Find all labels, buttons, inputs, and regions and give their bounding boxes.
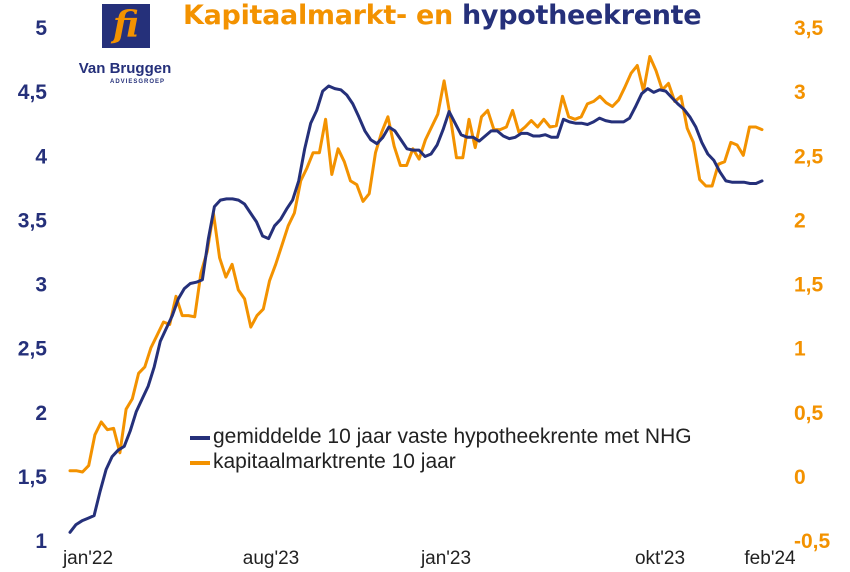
left-tick-label: 1	[35, 530, 47, 553]
legend-label-capital: kapitaalmarktrente 10 jaar	[213, 450, 456, 473]
legend-swatch-mortgage	[190, 436, 210, 440]
right-tick-label: 1	[794, 338, 806, 361]
left-tick-label: 2	[35, 402, 47, 425]
legend-item-capital: kapitaalmarktrente 10 jaar	[190, 449, 773, 474]
right-axis-ticks: -0,5 0 0,5 1 1,5 2 2,5 3 3,5	[794, 17, 831, 553]
right-tick-label: 0,5	[794, 402, 824, 425]
logo-sub: ADVIESGROEP	[110, 79, 166, 85]
chart-title: Kapitaalmarkt- en hypotheekrente	[183, 0, 702, 31]
right-tick-label: 3	[794, 81, 806, 104]
right-tick-label: 1,5	[794, 274, 824, 297]
left-tick-label: 2,5	[18, 338, 48, 361]
left-tick-label: 5	[35, 17, 47, 40]
x-tick-label: jan'23	[420, 548, 471, 569]
legend: gemiddelde 10 jaar vaste hypotheekrente …	[190, 424, 773, 474]
series-layer	[68, 55, 764, 534]
left-tick-label: 3	[35, 274, 47, 297]
logo-box	[102, 4, 150, 48]
x-axis-ticks: jan'22 aug'23 jan'23 okt'23 feb'24	[62, 548, 796, 569]
title-part-1: Kapitaalmarkt- en	[183, 0, 462, 31]
series-line-mortgage	[68, 84, 764, 534]
left-axis-ticks: 1 1,5 2 2,5 3 3,5 4 4,5 5	[18, 17, 48, 553]
right-tick-label: 0	[794, 466, 806, 489]
left-tick-label: 4,5	[18, 81, 48, 104]
left-tick-label: 3,5	[18, 209, 48, 232]
right-tick-label: 2	[794, 209, 806, 232]
legend-item-mortgage: gemiddelde 10 jaar vaste hypotheekrente …	[190, 424, 773, 449]
legend-label-mortgage: gemiddelde 10 jaar vaste hypotheekrente …	[213, 425, 692, 448]
legend-swatch-capital	[190, 461, 210, 465]
right-tick-label: 2,5	[794, 145, 824, 168]
right-tick-label: 3,5	[794, 17, 824, 40]
right-tick-label: -0,5	[794, 530, 831, 553]
left-tick-label: 4	[35, 145, 47, 168]
x-tick-label: okt'23	[635, 548, 685, 569]
logo-mark: fi	[112, 4, 140, 46]
x-tick-label: feb'24	[744, 548, 796, 569]
left-tick-label: 1,5	[18, 466, 48, 489]
company-logo: fi Van Bruggen ADVIESGROEP	[70, 2, 180, 94]
title-part-2: hypotheekrente	[462, 0, 702, 31]
series-line-capital	[68, 55, 764, 474]
x-tick-label: jan'22	[62, 548, 113, 569]
x-tick-label: aug'23	[243, 548, 299, 569]
logo-name: Van Bruggen	[78, 60, 172, 77]
